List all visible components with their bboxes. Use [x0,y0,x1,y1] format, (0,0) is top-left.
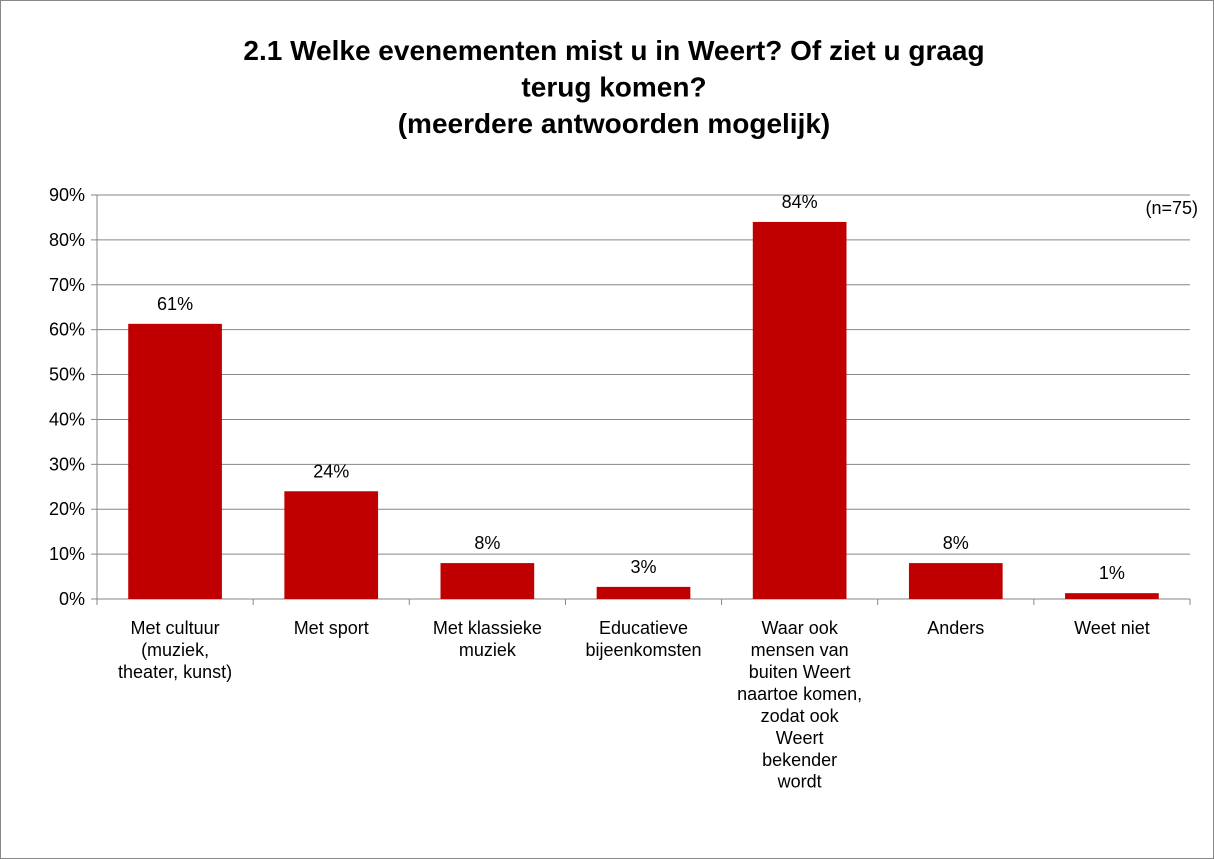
y-tick-label: 50% [49,365,85,385]
y-tick-label: 80% [49,230,85,250]
y-tick-label: 90% [49,185,85,205]
data-label: 8% [943,533,969,553]
bar [752,221,847,599]
y-tick-label: 30% [49,454,85,474]
y-tick-label: 70% [49,275,85,295]
bar [128,323,222,599]
data-label: 84% [782,192,818,212]
x-tick-label: Weet niet [1074,618,1150,638]
y-tick-label: 0% [59,589,85,609]
bar [440,563,535,599]
x-tick-label: Met sport [294,618,369,638]
y-tick-label: 40% [49,409,85,429]
bar [284,491,379,599]
y-tick-label: 10% [49,544,85,564]
y-tick-label: 20% [49,499,85,519]
x-tick-label: Educatieve bijeenkomsten [585,618,701,660]
chart-title: 2.1 Welke evenementen mist u in Weert? O… [243,35,984,139]
annotation: (n=75) [1145,198,1198,218]
bar [596,586,691,599]
bar [1065,593,1159,599]
data-label: 1% [1099,563,1125,583]
y-tick-label: 60% [49,320,85,340]
x-tick-label: Waar ook mensen van buiten Weert naartoe ko… [737,618,862,792]
data-label: 24% [313,461,349,481]
bar [908,563,1003,599]
data-label: 3% [630,557,656,577]
x-tick-label: Met cultuur (muziek, theater, kunst) [118,618,232,682]
data-label: 8% [474,533,500,553]
x-tick-label: Anders [927,618,984,638]
data-label: 61% [157,294,193,314]
x-tick-label: Met klassieke muziek [433,618,542,660]
